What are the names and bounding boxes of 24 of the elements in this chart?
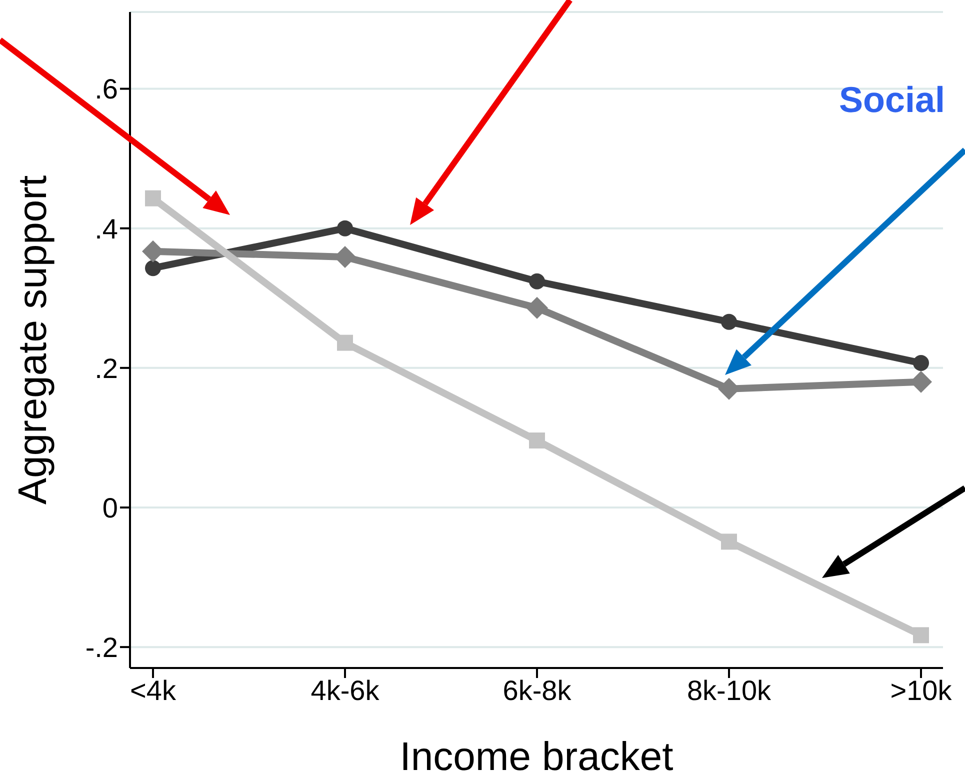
x-tick-label: 8k-10k [686,674,772,706]
y-tick-label: -.2 [85,632,118,664]
x-tick-label: >10k [890,674,953,706]
point [529,432,545,448]
point [529,273,545,290]
point [145,260,161,276]
point [913,355,929,372]
point [913,627,929,644]
point [526,296,548,319]
y-axis-title: Aggregate support [11,175,56,505]
x-tick-label: 6k-8k [502,674,572,706]
point [337,220,353,236]
x-axis-title: Income bracket [400,735,674,772]
point [721,314,737,330]
point [721,534,737,550]
y-tick-label: .2 [94,352,118,384]
point [337,334,353,351]
y-tick-label: .4 [94,213,118,244]
y-tick-label: 0 [102,492,118,524]
x-tick-label: 4k-6k [310,674,380,706]
x-tick-label: <4k [130,674,177,706]
point [145,190,161,206]
annotation: Social [838,79,945,120]
y-tick-label: .6 [94,74,118,105]
